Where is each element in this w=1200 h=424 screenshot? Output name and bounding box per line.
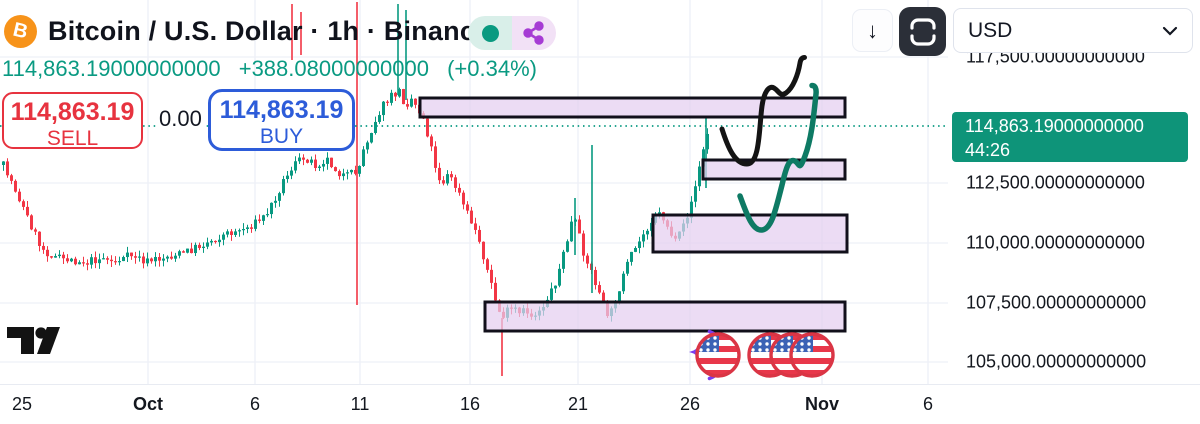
buy-button[interactable]: 114,863.19 BUY xyxy=(208,89,355,151)
zone-rectangle[interactable] xyxy=(701,158,847,181)
market-status-pill[interactable] xyxy=(468,16,556,50)
tag-price: 114,863.19000000000 xyxy=(965,116,1144,136)
share-icon xyxy=(523,21,544,45)
camera-frame-icon xyxy=(909,17,936,46)
download-icon: ↓ xyxy=(867,17,878,43)
price-change: +388.08000000000 xyxy=(238,56,429,81)
market-open-dot xyxy=(481,24,499,42)
share-button[interactable] xyxy=(512,16,556,50)
teal-projection-curve[interactable] xyxy=(737,82,819,233)
price-axis-label: 107,500.00000000000 xyxy=(966,292,1147,313)
buy-label: BUY xyxy=(259,125,304,148)
time-axis-label: 11 xyxy=(350,394,370,414)
time-axis-label: Nov xyxy=(804,394,840,414)
price-axis-label: 105,000.00000000000 xyxy=(966,351,1147,372)
last-price: 114,863.19000000000 xyxy=(2,56,221,81)
price-axis[interactable]: 117,500.00000000000 112,500.00000000000 11… xyxy=(950,0,1200,384)
sell-label: SELL xyxy=(46,127,99,150)
symbol-title: Bitcoin / U.S. Dollar · 1h · Binance xyxy=(48,16,491,46)
price-summary: 114,863.19000000000 +388.08000000000 (+0… xyxy=(2,56,549,82)
time-axis-label: 6 xyxy=(249,394,261,414)
buy-price: 114,863.19 xyxy=(219,96,344,124)
tradingview-logo[interactable] xyxy=(6,326,66,356)
candlestick-series xyxy=(2,2,709,376)
bitcoin-icon: B xyxy=(4,15,37,48)
us-flag-event-marker[interactable] xyxy=(695,332,741,378)
price-axis-label: 110,000.00000000000 xyxy=(966,232,1145,253)
current-price-tag: 114,863.19000000000 44:26 xyxy=(952,112,1188,162)
time-axis[interactable]: 25 Oct 6 11 16 21 26 Nov 6 xyxy=(0,384,1200,424)
time-axis-label: 21 xyxy=(567,394,589,414)
sell-button[interactable]: 114,863.19 SELL xyxy=(2,92,143,150)
price-change-percent: (+0.34%) xyxy=(447,56,537,81)
sell-price: 114,863.19 xyxy=(10,98,135,126)
tag-countdown: 44:26 xyxy=(965,140,1011,160)
zone-rectangle[interactable] xyxy=(483,300,847,333)
snapshot-button[interactable] xyxy=(899,7,946,56)
economic-events xyxy=(689,329,835,381)
time-axis-label: 25 xyxy=(11,394,33,414)
market-open-indicator[interactable] xyxy=(468,16,512,50)
time-axis-label: 16 xyxy=(459,394,481,414)
time-axis-label: 6 xyxy=(922,394,934,414)
zone-rectangle[interactable] xyxy=(418,96,847,119)
currency-value: USD xyxy=(968,18,1013,42)
symbol-legend: B Bitcoin / U.S. Dollar · 1h · Binance xyxy=(4,15,490,48)
time-axis-label: Oct xyxy=(132,394,164,414)
price-axis-label: 112,500.00000000000 xyxy=(966,172,1145,193)
black-projection-curve[interactable] xyxy=(719,55,807,167)
currency-dropdown[interactable]: USD xyxy=(953,8,1193,53)
us-flag-event-marker[interactable] xyxy=(789,332,835,378)
download-button[interactable]: ↓ xyxy=(852,9,893,52)
time-axis-label: 26 xyxy=(679,394,701,414)
spread-value: 0.00 xyxy=(156,106,205,132)
chevron-down-icon xyxy=(1162,26,1178,36)
